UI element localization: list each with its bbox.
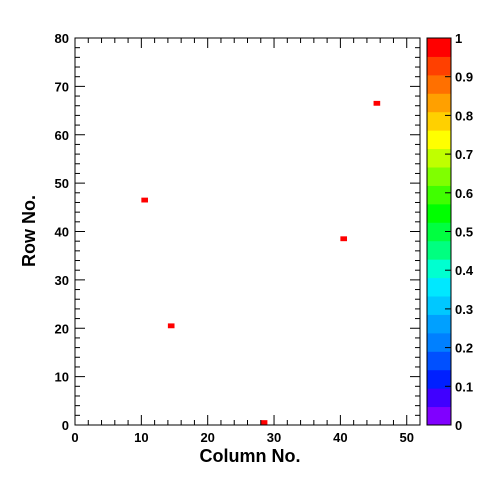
colorbar-segment [427, 203, 451, 223]
colorbar-tick-label: 0.6 [455, 186, 473, 201]
colorbar-segment [427, 351, 451, 371]
colorbar-segment [427, 74, 451, 94]
colorbar-segment [427, 167, 451, 186]
x-tick-label: 50 [399, 430, 413, 445]
colorbar-segment [427, 332, 451, 352]
x-axis-title: Column No. [200, 446, 301, 466]
colorbar-segment [427, 314, 451, 334]
plot-frame [74, 37, 421, 426]
colorbar-segment [427, 222, 451, 242]
colorbar-segment [427, 111, 451, 131]
colorbar-segment [427, 185, 451, 205]
y-tick-label: 80 [55, 31, 69, 46]
x-tick-label: 10 [134, 430, 148, 445]
colorbar-segment [427, 148, 451, 168]
colorbar-tick-label: 0.7 [455, 147, 473, 162]
colorbar-segment [427, 130, 451, 150]
y-axis-title: Row No. [19, 195, 39, 267]
colorbar: 0 0.1 0.2 0.3 0.4 0.5 0.6 0.7 0.8 0.9 1 [426, 31, 474, 433]
colorbar-segment [427, 388, 451, 408]
y-tick-label: 40 [55, 225, 69, 240]
colorbar-tick-label: 0 [455, 418, 462, 433]
colorbar-tick-label: 0.9 [455, 70, 473, 85]
y-tick-label: 60 [55, 128, 69, 143]
x-tick-label: 0 [71, 430, 78, 445]
colorbar-tick-label: 0.2 [455, 341, 473, 356]
colorbar-tick-label: 0.1 [455, 379, 473, 394]
y-tick-label: 70 [55, 79, 69, 94]
heatmap-cell [141, 197, 148, 203]
colorbar-tick-label: 0.3 [455, 302, 473, 317]
colorbar-tick-label: 0.5 [455, 225, 473, 240]
colorbar-segment [427, 277, 451, 297]
y-tick-label: 10 [55, 370, 69, 385]
colorbar-segment [427, 259, 451, 279]
colorbar-segment [427, 93, 451, 113]
colorbar-segment [427, 296, 451, 315]
y-tick-label: 50 [55, 176, 69, 191]
colorbar-segment [427, 38, 451, 57]
heatmap-cell [340, 236, 348, 242]
colorbar-segment [427, 406, 451, 426]
heatmap-cell [167, 323, 175, 329]
y-tick-label: 0 [62, 418, 69, 433]
y-tick-label: 30 [55, 273, 69, 288]
colorbar-tick-label: 0.4 [455, 263, 474, 278]
y-tick-label: 20 [55, 321, 69, 336]
heatmap-cells [141, 100, 381, 425]
plot-area [75, 38, 420, 425]
colorbar-tick-label: 1 [455, 31, 462, 46]
axes: 0 10 20 30 40 50 0 10 20 30 40 50 60 70 80 [55, 31, 421, 445]
x-tick-label: 40 [333, 430, 347, 445]
heatmap-cell [373, 100, 381, 106]
x-tick-label: 30 [267, 430, 281, 445]
colorbar-segment [427, 56, 451, 76]
x-tick-label: 20 [200, 430, 214, 445]
colorbar-segment [427, 240, 451, 260]
colorbar-segment [427, 369, 451, 389]
heatmap-cell [260, 420, 268, 425]
colorbar-tick-label: 0.8 [455, 108, 473, 123]
